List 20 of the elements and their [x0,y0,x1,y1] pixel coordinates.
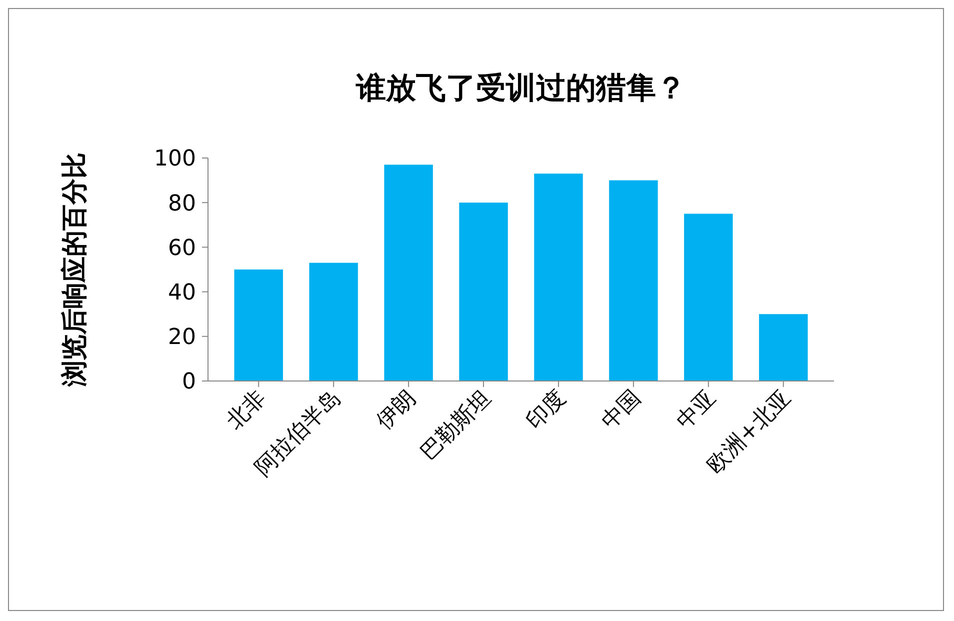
x-tick-label: 北非 [222,386,271,434]
bar [459,202,508,381]
y-tick-label: 20 [168,325,196,350]
bar [759,314,808,381]
y-axis-title: 浏览后响应的百分比 [60,152,90,388]
y-tick-label: 100 [154,146,196,172]
bar [384,164,433,381]
bar [609,180,658,381]
bar [309,262,358,381]
x-tick-label: 中国 [596,386,646,434]
y-tick-label: 0 [182,370,196,395]
bar [234,270,283,381]
y-tick-label: 60 [168,236,196,261]
x-tick-label: 印度 [522,386,571,434]
bar [684,214,733,381]
y-tick-label: 40 [168,280,196,306]
y-tick-label: 80 [168,191,196,216]
x-tick-label: 中亚 [672,386,721,434]
bar [534,174,583,381]
chart-title: 谁放飞了受训过的猎隼？ [355,71,686,106]
